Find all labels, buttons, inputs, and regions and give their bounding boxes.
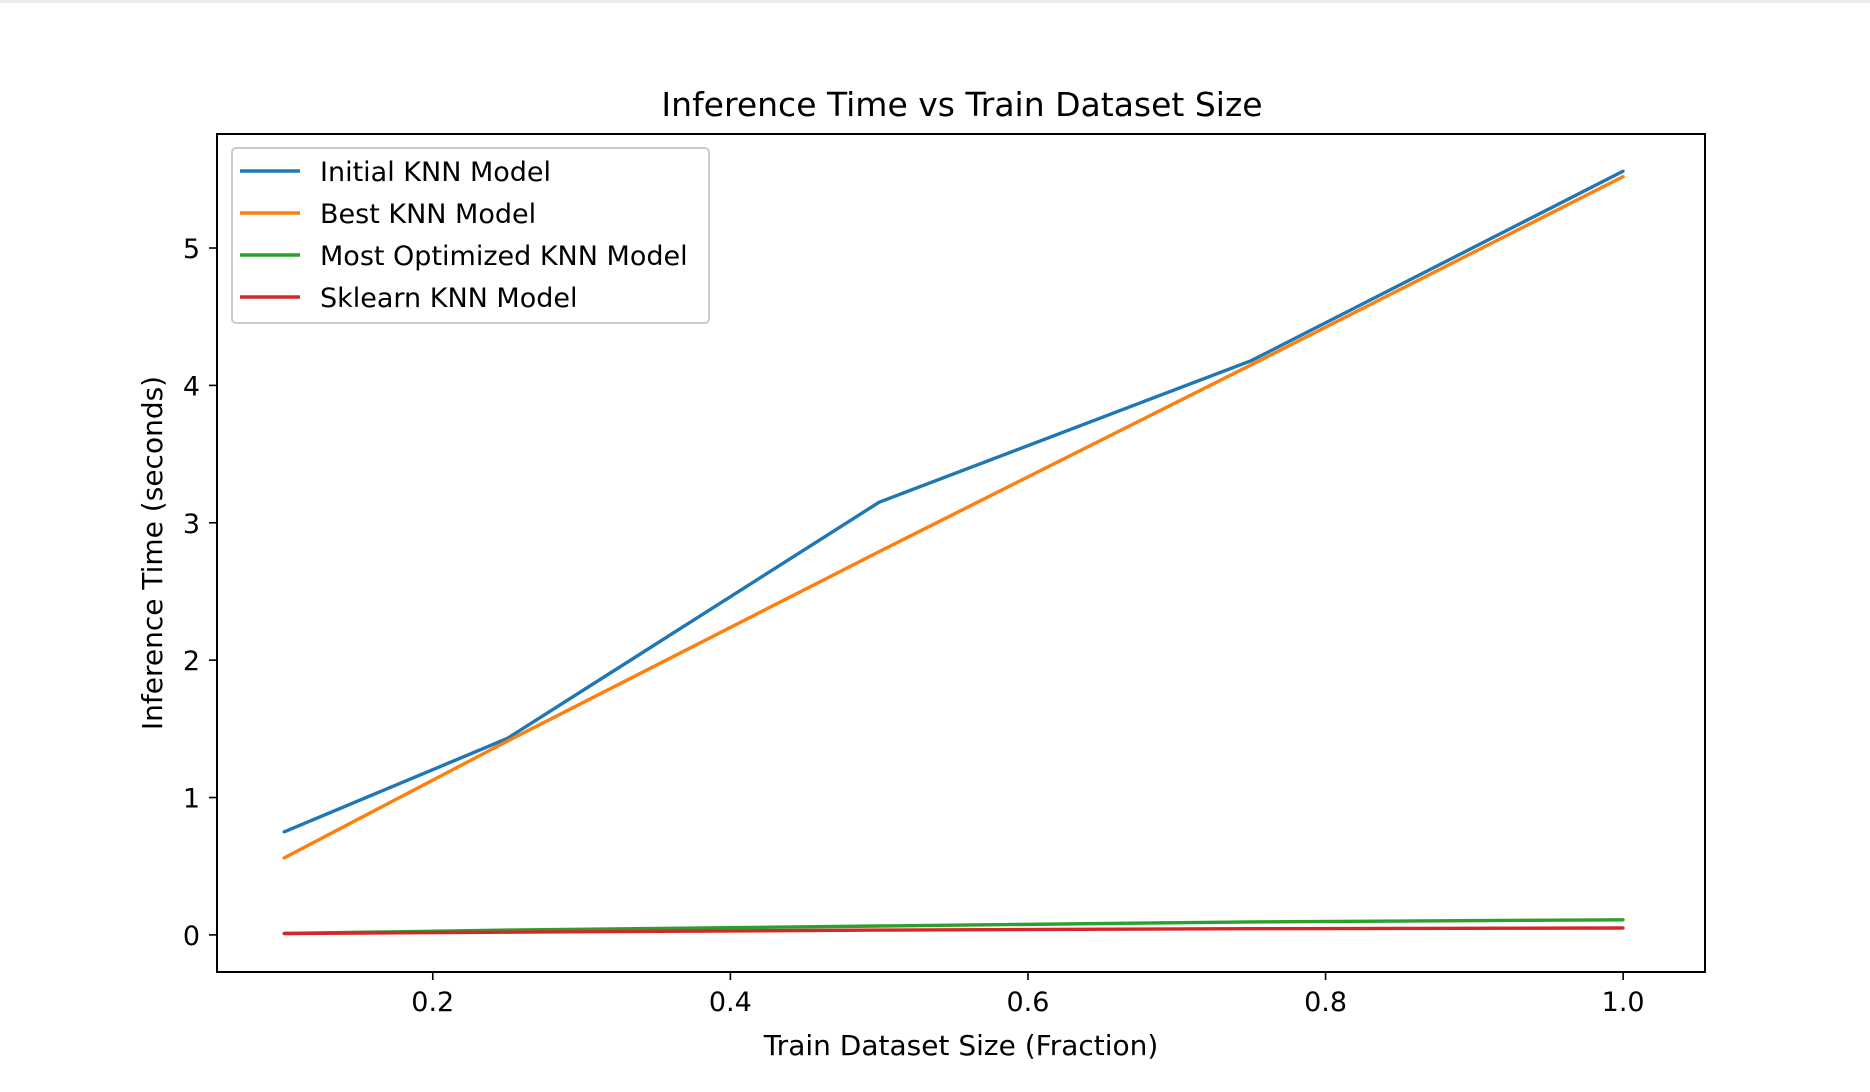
data-point-best-knn-model-3	[1249, 363, 1253, 367]
x-tick-label: 0.6	[1006, 987, 1049, 1018]
legend-label-best-knn-model: Best KNN Model	[320, 199, 536, 230]
y-tick-label: 4	[183, 371, 200, 402]
data-point-best-knn-model-0	[282, 856, 286, 860]
data-point-sklearn-knn-model-4	[1621, 926, 1625, 930]
legend: Initial KNN Model Best KNN Model Most Opti…	[231, 147, 710, 324]
y-tick-label: 5	[183, 234, 200, 265]
data-point-sklearn-knn-model-3	[1249, 927, 1253, 931]
y-tick-label: 1	[183, 784, 200, 815]
data-point-best-knn-model-4	[1621, 175, 1625, 179]
data-point-initial-knn-model-0	[282, 830, 286, 834]
axis-ticks-layer: 0.2 0.4 0.6 0.8 1.0 0 1 2 3 4 5	[183, 234, 1645, 1018]
y-tick-label: 2	[183, 646, 200, 677]
legend-label-sklearn-knn-model: Sklearn KNN Model	[320, 283, 578, 314]
data-point-most-optimized-knn-model-4	[1621, 918, 1625, 922]
data-point-most-optimized-knn-model-3	[1249, 920, 1253, 924]
y-axis-label: Inference Time (seconds)	[136, 376, 169, 730]
chart-title: Inference Time vs Train Dataset Size	[661, 85, 1262, 124]
data-point-sklearn-knn-model-2	[877, 928, 881, 932]
data-point-initial-knn-model-2	[877, 500, 881, 504]
x-tick-label: 1.0	[1602, 987, 1645, 1018]
data-point-sklearn-knn-model-0	[282, 932, 286, 935]
data-point-initial-knn-model-4	[1621, 169, 1625, 173]
y-tick-label: 0	[183, 921, 200, 952]
legend-label-most-optimized-knn-model: Most Optimized KNN Model	[320, 241, 688, 272]
data-point-best-knn-model-2	[877, 550, 881, 554]
data-point-sklearn-knn-model-1	[505, 930, 509, 934]
data-point-most-optimized-knn-model-2	[877, 924, 881, 928]
x-tick-label: 0.4	[709, 987, 752, 1018]
data-point-initial-knn-model-3	[1249, 359, 1253, 363]
plot-series-layer	[282, 169, 1625, 936]
x-tick-label: 0.8	[1304, 987, 1347, 1018]
x-tick-label: 0.2	[411, 987, 454, 1018]
data-point-best-knn-model-1	[505, 739, 509, 743]
legend-frame	[231, 147, 710, 324]
legend-label-initial-knn-model: Initial KNN Model	[320, 157, 551, 188]
y-tick-label: 3	[183, 509, 200, 540]
x-axis-label: Train Dataset Size (Fraction)	[763, 1029, 1159, 1062]
window-top-border	[0, 0, 1870, 3]
